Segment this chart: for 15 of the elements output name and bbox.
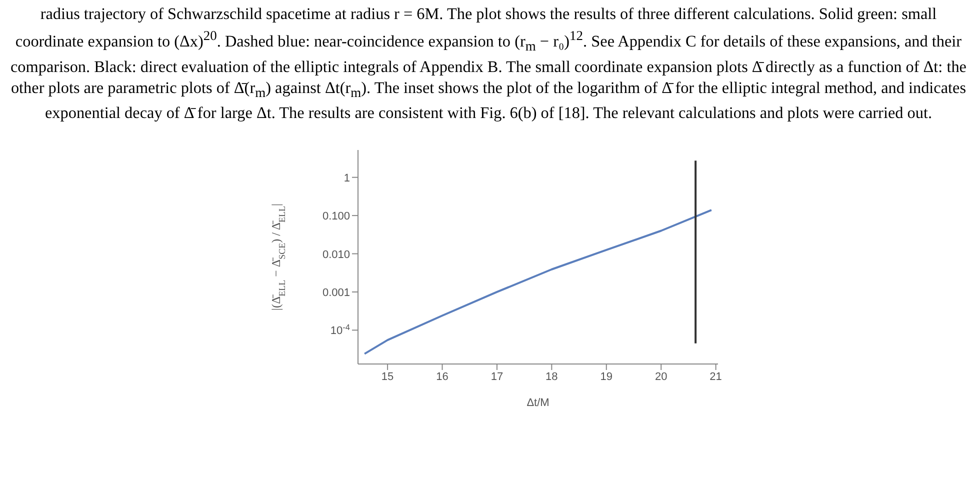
x-tick-label: 17	[490, 370, 504, 383]
y-tick-label: 0.010	[322, 248, 350, 261]
x-tick-label: 15	[381, 370, 394, 383]
x-tick-label: 21	[710, 370, 722, 383]
x-tick-label: 20	[654, 370, 668, 383]
x-tick-label: 18	[546, 370, 558, 383]
y-tick-label: 0.100	[322, 210, 350, 222]
x-axis-title: Δt/M	[526, 396, 550, 409]
y-tick-label: 0.001	[322, 286, 350, 299]
line-series	[364, 208, 712, 355]
x-tick-label: 16	[436, 370, 448, 383]
y-tick-label: 1	[344, 172, 350, 184]
x-tick-label: 19	[600, 370, 613, 383]
y-tick-label: 10$^{-4}$	[330, 322, 350, 338]
text: radius trajectory of Schwarzschild spacetime at radius r = 6M. The plot shows the results of three different calculations. Solid green: small coordinate expansion to (Δx)$^{20}$. Dashed blue: near-coincidence expansion to (r$_{m}$ − r₀)$^{12}$. See Appendix C for details of these expansions, and their comparison. Black: direct evaluation of the elliptic integrals of Appendix B. The small coordinate expansion plots Δ̄ directly as a function of Δt: the other plots are parametric plots of Δ̄(r$_{m}$) against Δt(r$_{m}$). The inset shows the plot of the logarithm of Δ̄ for the elliptic integral method, and indicates exponential decay of Δ̄ for large Δt. The results are consistent with Fig. 6(b) of [18]. The relevant calculations and plots were carried out.	[10, 5, 966, 122]
